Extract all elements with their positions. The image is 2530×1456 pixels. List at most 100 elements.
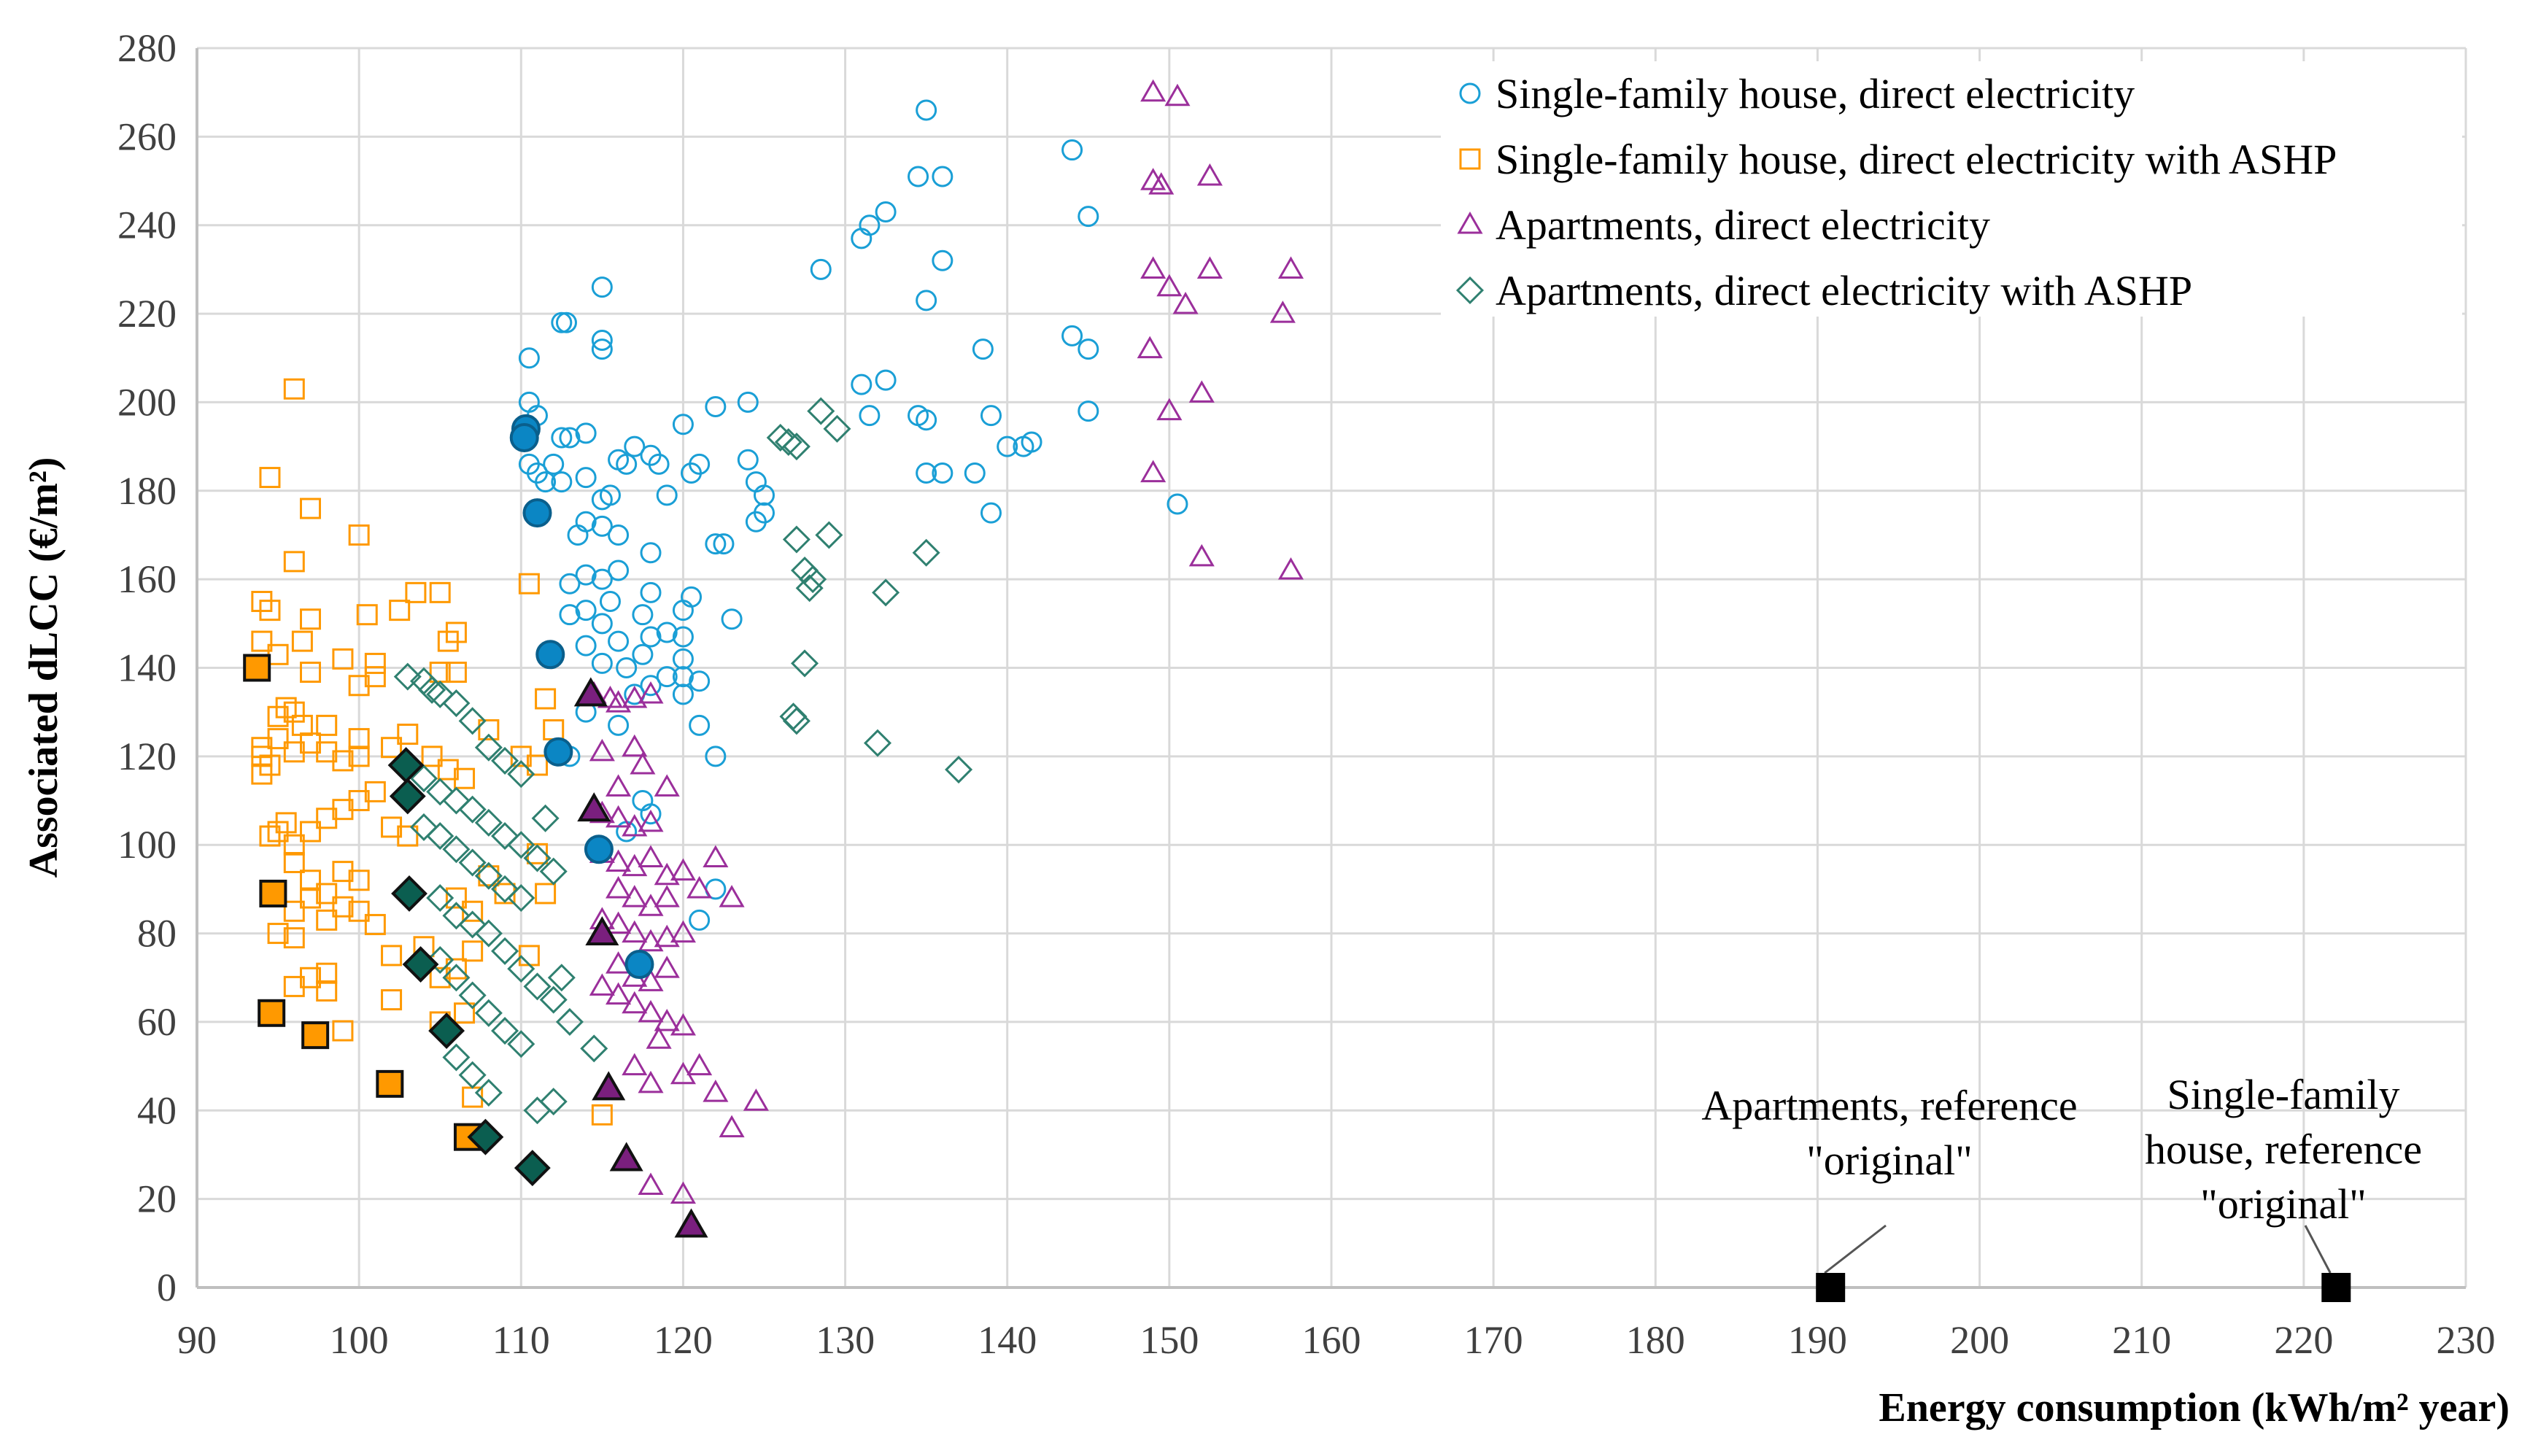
- y-tick-label: 60: [137, 1000, 177, 1044]
- data-point: [300, 497, 321, 519]
- data-point: [654, 924, 680, 948]
- data-point: [462, 940, 484, 962]
- data-point: [779, 702, 808, 731]
- highlighted-point: [584, 835, 614, 864]
- data-point: [283, 975, 305, 997]
- data-point: [507, 884, 535, 913]
- data-point: [316, 909, 338, 931]
- data-point: [405, 581, 427, 603]
- data-point: [458, 707, 487, 735]
- data-point: [932, 249, 953, 271]
- highlighted-point: [624, 950, 654, 980]
- data-point: [348, 746, 370, 767]
- data-point: [458, 848, 487, 877]
- data-point: [575, 422, 597, 444]
- data-point: [316, 980, 338, 1002]
- data-point: [1277, 256, 1304, 279]
- data-point: [1156, 398, 1183, 421]
- data-point: [640, 581, 662, 603]
- data-point: [474, 733, 503, 762]
- highlighted-point: [592, 1071, 626, 1101]
- data-point: [672, 414, 694, 435]
- x-tick-label: 220: [2274, 1318, 2333, 1362]
- data-point: [648, 453, 670, 475]
- data-point: [535, 471, 557, 493]
- data-point: [638, 681, 664, 704]
- data-point: [283, 701, 305, 723]
- data-point: [575, 467, 597, 489]
- data-point: [283, 851, 305, 873]
- data-point: [916, 290, 937, 311]
- data-point: [689, 714, 711, 736]
- data-point: [507, 760, 535, 789]
- data-point: [713, 533, 735, 555]
- data-point: [539, 857, 568, 886]
- reference-annotations: Apartments, reference "original" Single-fa…: [1701, 1071, 2422, 1302]
- x-tick-label: 120: [654, 1318, 713, 1362]
- data-point: [599, 590, 621, 612]
- data-point: [478, 719, 500, 740]
- data-point: [875, 201, 897, 223]
- data-point: [474, 861, 503, 890]
- data-point: [1188, 380, 1215, 403]
- data-point: [555, 1007, 584, 1036]
- data-point: [608, 630, 630, 652]
- data-point: [474, 808, 503, 837]
- data-point: [606, 911, 632, 934]
- data-point: [872, 578, 900, 607]
- data-point: [348, 675, 370, 697]
- y-tick-label: 140: [117, 646, 177, 690]
- data-point: [442, 1043, 471, 1072]
- data-point: [507, 955, 535, 983]
- data-point: [300, 821, 321, 843]
- highlighted-triangle: [573, 677, 708, 1238]
- data-point: [283, 378, 305, 400]
- data-point: [348, 524, 370, 546]
- x-tick-label: 230: [2437, 1318, 2496, 1362]
- data-point: [851, 228, 873, 249]
- data-point: [638, 969, 664, 991]
- data-point: [332, 896, 354, 918]
- data-point: [654, 774, 680, 797]
- data-point: [445, 958, 467, 980]
- data-point: [916, 462, 937, 484]
- highlighted-point: [509, 422, 539, 452]
- reference-label: house, reference: [2145, 1126, 2422, 1173]
- data-point: [591, 515, 613, 537]
- data-point: [316, 714, 338, 736]
- data-point: [591, 276, 613, 298]
- data-point: [316, 962, 338, 984]
- reference-label: "original": [1806, 1136, 1973, 1184]
- data-point: [1196, 256, 1223, 279]
- data-point: [1140, 460, 1167, 483]
- data-point: [275, 697, 297, 719]
- highlighted-point: [543, 737, 573, 767]
- data-point: [442, 902, 471, 930]
- data-point: [559, 427, 581, 449]
- data-point: [491, 875, 519, 903]
- data-point: [640, 675, 662, 697]
- legend-marker-circle: [1459, 82, 1481, 104]
- data-point: [442, 786, 471, 815]
- legend-marker-triangle: [1457, 212, 1483, 234]
- series-triangle: [581, 79, 1304, 1204]
- data-point: [622, 991, 648, 1014]
- legend-label: Single-family house, direct electricity …: [1496, 136, 2337, 183]
- data-point: [421, 746, 443, 767]
- data-point: [606, 690, 632, 713]
- data-point: [478, 865, 500, 887]
- x-tick-label: 190: [1788, 1318, 1847, 1362]
- data-point: [518, 347, 540, 369]
- y-tick-label: 220: [117, 292, 177, 336]
- data-point: [589, 973, 615, 996]
- x-tick-label: 100: [330, 1318, 389, 1362]
- data-point: [589, 738, 615, 762]
- data-point: [638, 845, 664, 867]
- data-point: [591, 568, 613, 590]
- data-point: [348, 900, 370, 922]
- highlighted-point: [387, 747, 425, 783]
- data-point: [283, 834, 305, 856]
- data-point: [527, 843, 548, 864]
- data-point: [259, 600, 281, 621]
- data-point: [721, 608, 743, 630]
